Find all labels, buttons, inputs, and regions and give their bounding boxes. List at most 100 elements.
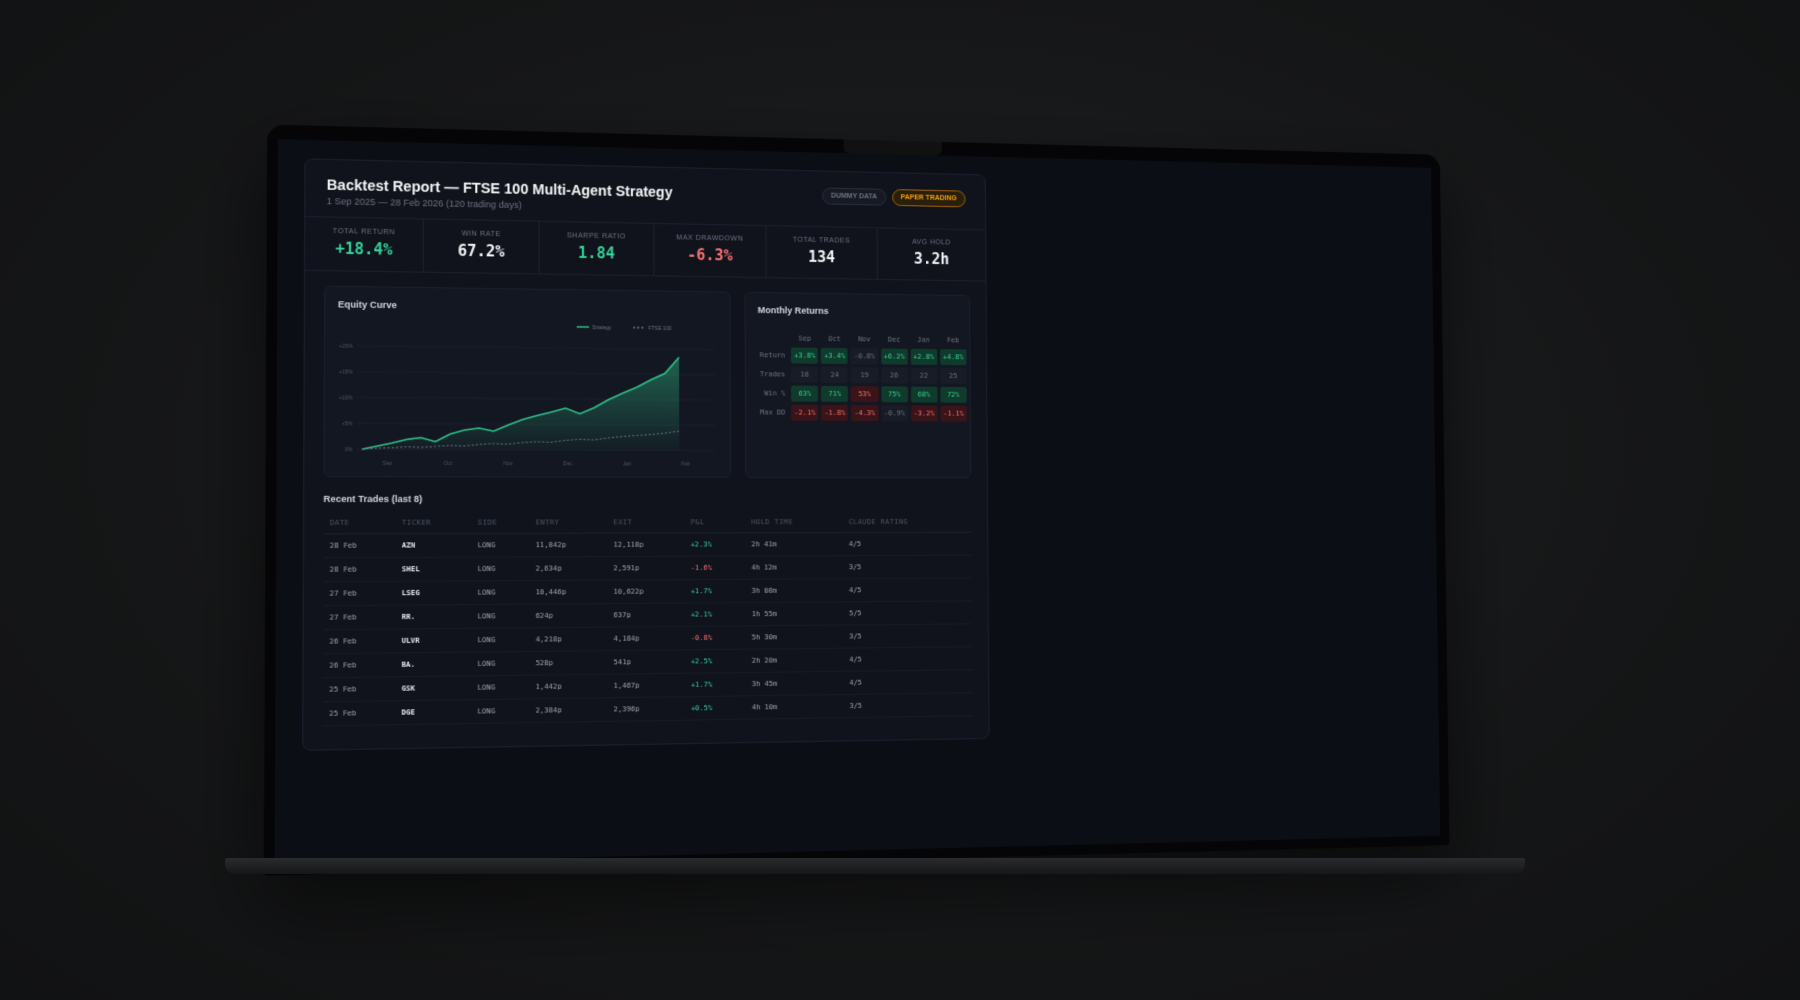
cell: +0.5%	[684, 695, 746, 721]
legend-label: FTSE 100	[648, 326, 671, 332]
legend-label: Strategy	[592, 325, 612, 331]
cell: 22	[910, 367, 938, 384]
cell: LONG	[471, 675, 530, 700]
cell: -0.9%	[881, 405, 908, 422]
cell: 2h 41m	[745, 532, 843, 557]
cell: 4h 10m	[745, 694, 844, 720]
cell: 27 Feb	[323, 605, 396, 630]
cell: -4.3%	[851, 405, 879, 422]
y-tick-label: +15%	[339, 369, 353, 375]
row: Win % 63% 71% 53% 75% 68% 72%	[757, 385, 967, 403]
kpi: WIN RATE 67.2%	[423, 219, 540, 274]
column-header: P&L	[684, 512, 746, 533]
kpi-label: SHARPE RATIO	[566, 232, 626, 241]
trades-title: Recent Trades (last 8)	[323, 493, 423, 505]
cell: -1.8%	[821, 404, 849, 421]
kpi-value: 67.2%	[457, 241, 505, 261]
cell: 3/5	[842, 555, 972, 579]
laptop: Backtest Report — FTSE 100 Multi-Agent S…	[263, 124, 1450, 876]
kpi-value: +18.4%	[335, 239, 393, 259]
kpi-label: MAX DRAWDOWN	[676, 234, 744, 243]
cell: 4/5	[843, 669, 973, 695]
kpi-label: AVG HOLD	[912, 238, 951, 247]
cell: 2,384p	[529, 697, 608, 723]
cell: 28 Feb	[323, 557, 396, 582]
kpi: TOTAL RETURN +18.4%	[305, 217, 424, 272]
kpi: MAX DRAWDOWN -6.3%	[653, 223, 767, 278]
row-label: Trades	[759, 370, 786, 379]
screen: Backtest Report — FTSE 100 Multi-Agent S…	[274, 139, 1441, 865]
badge: PAPER TRADING	[891, 189, 966, 208]
cell: SHEL	[395, 557, 472, 582]
column-header: CLAUDE RATING	[842, 511, 972, 533]
cell: 3/5	[843, 692, 973, 718]
cell: 1h 55m	[745, 601, 844, 626]
x-tick-label: Dec	[563, 461, 573, 467]
cell: 10,622p	[607, 579, 685, 604]
trades-table: DATE TICKER SIDE ENTRY EXIT P&L HOLD TIME CLAUD…	[322, 511, 973, 726]
cell: +3.8%	[791, 347, 819, 364]
cell: 26 Feb	[322, 652, 396, 678]
badge: DUMMY DATA	[821, 187, 886, 206]
monthly-panel: Monthly Returns Sep Oct Nov Dec Jan Feb Return +…	[744, 291, 972, 479]
cell: 25 Feb	[322, 676, 396, 702]
cell: +1.7%	[684, 579, 746, 604]
cell: 624p	[529, 603, 608, 628]
trade-row: 28 Feb AZN LONG 11,842p 12,118p +2.3% 2h 41m 4/…	[323, 532, 972, 558]
cell: 28 Feb	[323, 533, 396, 558]
cell: 27 Feb	[323, 581, 396, 606]
cell: LSEG	[395, 580, 472, 606]
y-tick-label: 0%	[345, 447, 353, 453]
kpi-label: TOTAL RETURN	[332, 227, 396, 237]
cell: LONG	[471, 533, 530, 558]
cell: 528p	[529, 650, 608, 676]
cell: LONG	[471, 627, 530, 653]
cell: 63%	[791, 385, 819, 402]
cell: 2,634p	[529, 556, 608, 581]
cell: -2.1%	[791, 404, 819, 421]
cell: 53%	[851, 386, 879, 403]
row: Trades 18 24 19 26 22 25	[757, 366, 967, 385]
grid-line	[357, 346, 714, 350]
cell: 1,442p	[529, 674, 608, 699]
cell: 2h 20m	[745, 648, 844, 673]
cell: 18	[791, 366, 819, 383]
cell: AZN	[395, 533, 472, 558]
cell: 72%	[940, 386, 967, 403]
y-tick-label: +5%	[342, 421, 353, 427]
column-header: Nov	[858, 335, 871, 344]
cell: 5h 30m	[745, 625, 844, 650]
badges: DUMMY DATA PAPER TRADING	[821, 187, 966, 208]
row-label: Win %	[764, 389, 786, 398]
cell: GSK	[395, 675, 472, 701]
cell: LONG	[471, 556, 530, 581]
cell: 24	[821, 366, 849, 384]
row: Max DD -2.1% -1.8% -4.3% -0.9% -3.2% -1.1%	[757, 404, 967, 422]
cell: 4/5	[842, 578, 973, 602]
y-tick-label: +20%	[339, 344, 353, 350]
column-header: HOLD TIME	[745, 512, 843, 533]
x-tick-label: Oct	[444, 461, 453, 467]
x-tick-label: Feb	[681, 461, 690, 467]
row-label: Max DD	[759, 408, 786, 417]
cell: LONG	[471, 698, 530, 724]
cell: LONG	[471, 604, 530, 629]
cell: 3/5	[843, 623, 973, 649]
area	[362, 354, 680, 451]
cell: 3h 45m	[745, 671, 844, 696]
cell: 5/5	[842, 600, 973, 626]
column-header: Feb	[946, 336, 960, 345]
column-header: TICKER	[395, 512, 472, 534]
equity-chart: 0% +5% +10% +15% +20% Sep Oct Nov Dec Jan Feb Strat…	[339, 309, 730, 468]
column-header: Oct	[828, 334, 841, 344]
report-card: Backtest Report — FTSE 100 Multi-Agent S…	[302, 158, 990, 751]
cell: +2.3%	[684, 532, 746, 557]
cell: 4,184p	[607, 626, 685, 651]
kpi: SHARPE RATIO 1.84	[539, 221, 654, 276]
kpi-value: 1.84	[577, 243, 615, 263]
cell: 10,446p	[529, 580, 608, 605]
kpi: AVG HOLD 3.2h	[877, 228, 985, 280]
x-tick-label: Jan	[623, 461, 631, 467]
cell: BA.	[395, 652, 472, 677]
column-header: SIDE	[471, 512, 530, 534]
